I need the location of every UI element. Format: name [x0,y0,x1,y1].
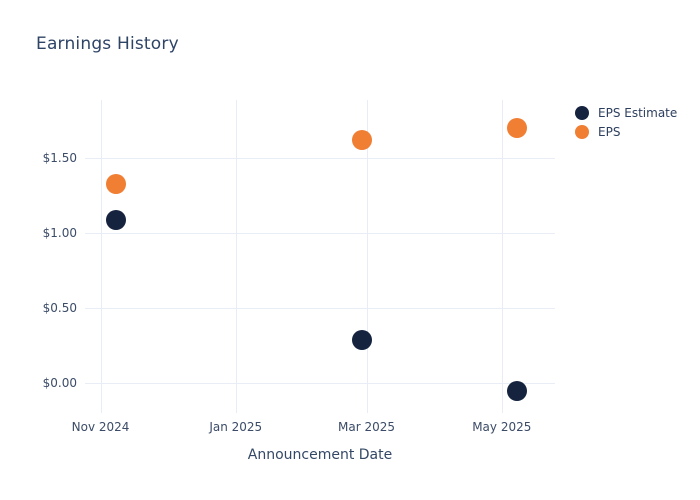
point-eps-estimate [106,209,127,230]
legend-item-eps[interactable]: EPS [575,122,677,141]
plot-area: $1.50 $1.00 $0.50 $0.00 Nov 2024 Jan 2025 Mar … [43,100,555,434]
gridline-vertical [501,100,503,413]
x-tick-label: Mar 2025 [338,420,396,434]
point-eps-estimate [507,380,528,401]
legend-item-label: EPS [598,124,621,139]
eps-estimate-swatch-icon [575,105,589,120]
gridline-horizontal [85,383,555,385]
point-eps-estimate [352,329,373,350]
legend: EPS Estimate EPS [575,103,677,141]
eps-swatch-icon [575,124,589,139]
gridline-horizontal [85,158,555,160]
y-tick-label: $0.50 [42,301,77,316]
point-eps [106,173,127,194]
gridline-vertical [235,100,237,413]
x-tick-label: Jan 2025 [209,420,263,434]
y-tick-label: $1.50 [42,151,77,166]
point-eps [507,118,528,139]
gridline-vertical [366,100,368,413]
legend-item-label: EPS Estimate [598,105,678,120]
gridline-horizontal [85,308,555,310]
y-tick-label: $1.00 [42,226,77,241]
x-tick-label: Nov 2024 [71,420,130,434]
y-tick-label: $0.00 [42,376,77,391]
legend-item-eps-estimate[interactable]: EPS Estimate [575,103,677,122]
point-eps [352,130,373,151]
gridline-horizontal [85,233,555,235]
gridline-vertical [100,100,102,413]
chart-title: Earnings History [36,34,179,54]
x-tick-label: May 2025 [472,420,532,434]
x-axis-title: Announcement Date [247,447,393,463]
